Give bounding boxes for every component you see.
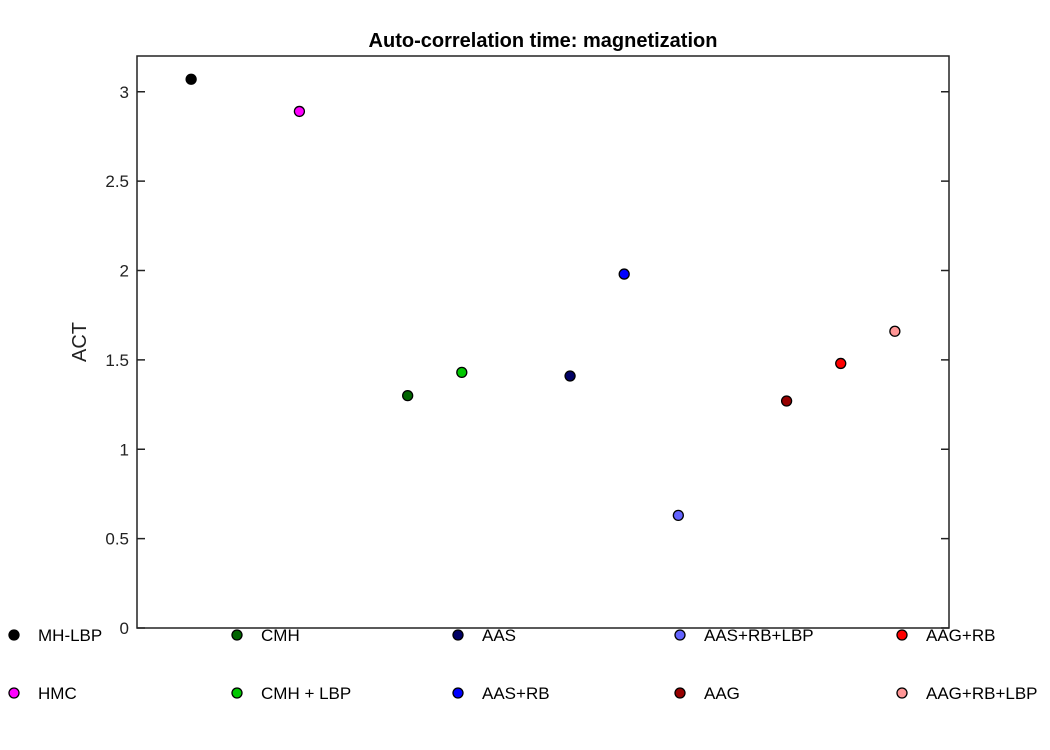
y-tick-label: 3 [120,83,129,102]
legend: MH-LBP HMC CMH CMH + LBP AAS AAS+RB AAS+RB+LBP… [8,626,1038,703]
legend-marker [452,629,464,641]
data-point [618,268,630,280]
legend-label: CMH [261,626,300,645]
legend-marker [452,687,464,699]
legend-label: HMC [38,684,77,703]
legend-marker [674,629,686,641]
data-point [402,389,414,402]
data-point [835,357,847,370]
legend-label: AAG [704,684,740,703]
legend-label: AAG+RB+LBP [926,684,1038,703]
legend-marker [8,629,20,641]
legend-marker [231,687,243,699]
y-axis-label: ACT [69,322,91,362]
data-point [456,366,468,379]
legend-marker [8,687,20,699]
legend-label: AAS+RB [482,684,550,703]
data-points [185,73,901,522]
plot-area-frame [136,55,950,629]
legend-label: MH-LBP [38,626,102,645]
data-point [780,395,793,407]
legend-marker [896,629,908,641]
y-axis-ticks: 0 0.5 1 1.5 2 2.5 3 [105,83,949,638]
y-tick-label: 2 [120,262,129,281]
legend-label: AAS+RB+LBP [704,626,814,645]
chart-title: Auto-correlation time: magnetization [369,30,718,52]
legend-label: CMH + LBP [261,684,351,703]
y-tick-label: 1 [120,440,129,459]
legend-marker [896,687,908,699]
y-tick-label: 0 [120,619,129,638]
legend-marker [674,687,686,699]
data-point [889,325,901,337]
y-tick-label: 1.5 [105,351,129,370]
legend-label: AAG+RB [926,626,995,645]
data-point [185,73,197,85]
data-point [672,509,684,522]
y-tick-label: 2.5 [105,172,129,191]
legend-label: AAS [482,626,516,645]
legend-marker [231,629,243,641]
data-point [293,105,306,118]
data-point [564,370,576,382]
y-tick-label: 0.5 [105,530,129,549]
